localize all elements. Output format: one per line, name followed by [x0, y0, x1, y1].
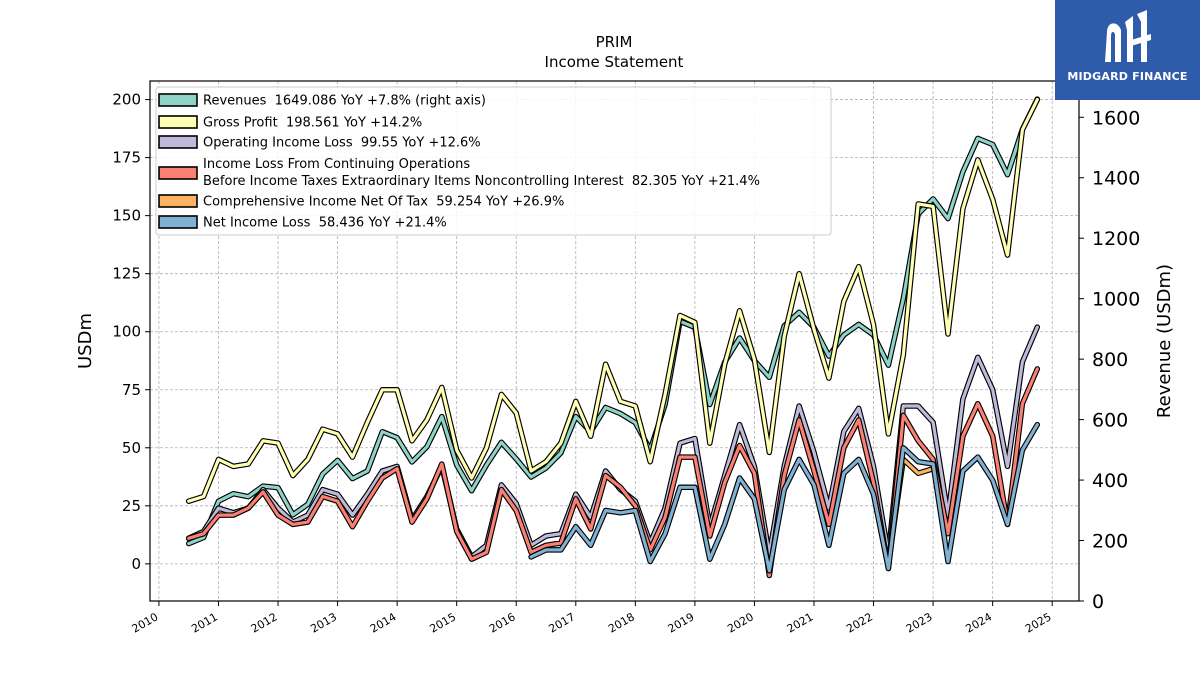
- legend-label-gross-profit: Gross Profit 198.561 YoY +14.2%: [203, 116, 422, 131]
- right-y-tick-label: 1200: [1092, 228, 1140, 250]
- chart-subtitle: Income Statement: [545, 53, 684, 71]
- chart-title: PRIM: [596, 33, 633, 51]
- legend-swatch-operating-income: [158, 135, 198, 149]
- series-outline-pretax_income: [185, 366, 1041, 579]
- legend-label-pretax-income-line1: Income Loss From Continuing Operations: [203, 157, 470, 172]
- right-y-tick-label: 800: [1092, 349, 1128, 371]
- x-tick-label: 2023: [904, 610, 935, 635]
- legend-label-revenues: Revenues 1649.086 YoY +7.8% (right axis): [203, 94, 486, 109]
- x-tick-label: 2018: [606, 610, 637, 635]
- right-y-tick-label: 0: [1092, 591, 1104, 613]
- plot-frame: [149, 80, 1080, 602]
- legend: Revenues 1649.086 YoY +7.8% (right axis)…: [155, 86, 832, 236]
- right-y-tick-label: 600: [1092, 410, 1128, 432]
- legend-swatch-pretax-income: [158, 166, 198, 180]
- legend-swatch-comprehensive-income: [158, 194, 198, 208]
- x-tick-label: 2024: [963, 610, 994, 635]
- x-tick-label: 2022: [844, 610, 875, 635]
- x-tick-label: 2012: [249, 610, 280, 635]
- right-y-tick-label: 400: [1092, 470, 1128, 492]
- left-y-tick-label: 75: [122, 381, 141, 399]
- right-y-tick-label: 1400: [1092, 168, 1140, 190]
- left-y-tick-label: 175: [112, 149, 141, 167]
- brand-name: MIDGARD FINANCE: [1067, 70, 1188, 83]
- series-line-gross_profit: [187, 97, 1039, 503]
- left-y-tick-label: 150: [112, 207, 141, 225]
- series-lines: [185, 96, 1041, 579]
- legend-label-operating-income: Operating Income Loss 99.55 YoY +12.6%: [203, 136, 481, 151]
- x-tick-label: 2016: [487, 610, 518, 635]
- series-line-pretax_income: [187, 367, 1039, 578]
- legend-swatch-gross-profit: [158, 115, 198, 129]
- x-tick-label: 2010: [130, 610, 161, 635]
- right-y-tick-label: 1000: [1092, 289, 1140, 311]
- right-y-tick-label: 200: [1092, 531, 1128, 553]
- series-line-revenues: [187, 97, 1039, 546]
- left-y-tick-label: 25: [122, 497, 141, 515]
- x-tick-label: 2017: [547, 610, 578, 635]
- left-y-tick-label: 0: [131, 555, 141, 573]
- left-y-tick-label: 200: [112, 91, 141, 109]
- left-y-tick-label: 50: [122, 439, 141, 457]
- x-tick-label: 2013: [308, 610, 339, 635]
- x-tick-label: 2021: [785, 610, 816, 635]
- left-y-tick-label: 100: [112, 323, 141, 341]
- legend-label-comprehensive-income: Comprehensive Income Net Of Tax 59.254 Y…: [203, 195, 564, 210]
- x-tick-label: 2020: [725, 610, 756, 635]
- x-tick-label: 2025: [1023, 610, 1054, 635]
- midgard-logo-icon: [1105, 10, 1151, 62]
- y-axis-label-left: USDm: [75, 313, 96, 369]
- legend-label-net-income: Net Income Loss 58.436 YoY +21.4%: [203, 216, 447, 231]
- x-tick-label: 2015: [427, 610, 458, 635]
- legend-label-pretax-income-line2: Before Income Taxes Extraordinary Items …: [203, 174, 760, 189]
- series-line-net_income: [529, 423, 1039, 573]
- left-y-tick-label: 125: [112, 265, 141, 283]
- right-y-tick-label: 1600: [1092, 107, 1140, 129]
- y-axis-label-right: Revenue (USDm): [1154, 264, 1175, 418]
- x-tick-label: 2019: [666, 610, 697, 635]
- brand-logo: MIDGARD FINANCE: [1055, 0, 1200, 100]
- legend-swatch-revenues: [158, 93, 198, 107]
- legend-swatch-net-income: [158, 215, 198, 229]
- x-tick-label: 2014: [368, 610, 399, 635]
- legend-box: [155, 86, 832, 236]
- x-tick-label: 2011: [189, 610, 220, 635]
